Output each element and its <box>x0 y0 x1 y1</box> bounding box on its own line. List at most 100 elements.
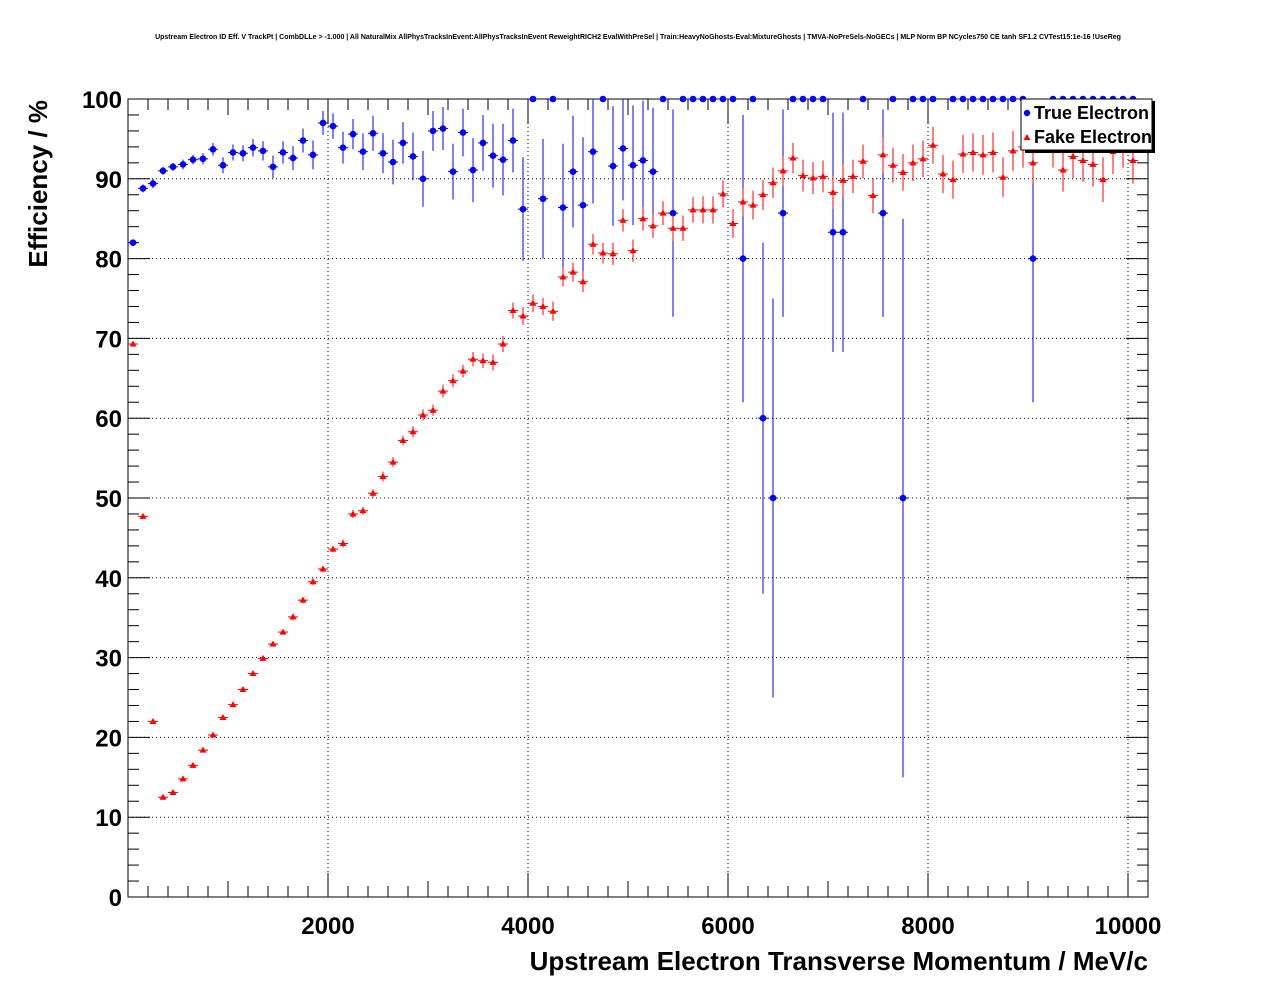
data-point <box>729 95 737 103</box>
legend-label-true-electron: True Electron <box>1034 103 1149 123</box>
legend: True Electron Fake Electron <box>1020 98 1155 153</box>
data-point <box>619 216 627 223</box>
data-point <box>439 387 447 394</box>
data-point <box>769 179 777 186</box>
data-point <box>239 686 247 693</box>
data-point <box>289 613 297 620</box>
data-point <box>799 95 807 103</box>
data-point <box>329 122 337 130</box>
data-point <box>749 95 757 103</box>
data-point <box>739 198 747 205</box>
data-point <box>649 168 657 175</box>
data-point <box>499 156 507 163</box>
grid-lines <box>128 99 1148 897</box>
data-point <box>989 148 997 155</box>
data-point <box>209 731 217 738</box>
data-point <box>599 95 607 103</box>
data-point <box>639 157 647 164</box>
data-point <box>809 95 817 103</box>
data-point <box>939 170 947 177</box>
data-point <box>959 150 967 157</box>
data-point <box>669 209 677 217</box>
data-point <box>929 95 937 103</box>
data-point <box>409 428 417 435</box>
data-point <box>549 307 557 314</box>
data-point <box>709 95 717 103</box>
data-point <box>709 206 717 213</box>
data-point <box>179 775 187 782</box>
data-point <box>199 746 207 753</box>
data-point <box>469 166 477 174</box>
data-point <box>169 788 177 795</box>
data-point <box>609 250 617 257</box>
data-point <box>449 377 457 384</box>
data-point <box>689 206 697 213</box>
data-point <box>339 144 347 151</box>
data-point <box>179 161 187 168</box>
data-point <box>419 411 427 418</box>
data-point <box>929 141 937 148</box>
data-point <box>319 565 327 572</box>
data-point <box>529 299 537 306</box>
data-point <box>489 152 497 159</box>
data-point <box>129 340 137 347</box>
data-point <box>499 340 507 347</box>
legend-label-fake-electron: Fake Electron <box>1034 127 1152 147</box>
data-point <box>659 209 667 216</box>
data-point <box>1129 156 1137 163</box>
data-point <box>849 172 857 179</box>
data-point <box>949 176 957 183</box>
y-tick-label: 0 <box>109 885 122 912</box>
tick-labels: 0 10 20 30 40 50 60 70 80 90 100 2000 4000 6000 8000 10… <box>82 87 1161 940</box>
data-point <box>159 793 167 800</box>
data-point <box>899 168 907 175</box>
data-point <box>139 185 147 192</box>
data-point <box>789 154 797 161</box>
data-point <box>809 174 817 181</box>
data-point <box>269 163 277 171</box>
data-point <box>819 95 827 103</box>
y-tick-label: 10 <box>95 805 122 832</box>
data-point <box>839 176 847 183</box>
data-point <box>319 119 327 127</box>
data-point <box>149 717 157 724</box>
data-point <box>169 163 177 171</box>
data-point <box>599 249 607 256</box>
data-point <box>589 148 597 155</box>
data-point <box>209 145 217 153</box>
data-point <box>349 510 357 517</box>
data-point <box>549 95 557 103</box>
axis-ticks <box>128 98 1148 898</box>
data-point <box>989 95 997 103</box>
y-tick-label: 70 <box>95 326 122 353</box>
data-point <box>519 312 527 319</box>
data-point <box>699 206 707 213</box>
data-point <box>459 367 467 374</box>
data-point <box>609 162 617 170</box>
data-point <box>229 149 237 156</box>
data-point <box>449 168 457 175</box>
data-point <box>269 640 277 647</box>
data-point <box>1009 147 1017 154</box>
y-tick-label: 50 <box>95 486 122 513</box>
data-point <box>1069 152 1077 159</box>
data-point <box>639 215 647 222</box>
x-tick-label: 2000 <box>301 913 354 940</box>
data-point <box>479 139 487 147</box>
data-point <box>889 95 897 103</box>
data-point <box>539 195 547 203</box>
data-point <box>949 95 957 103</box>
x-axis-title: Upstream Electron Transverse Momentum / … <box>530 946 1148 976</box>
data-point <box>589 240 597 247</box>
data-point <box>429 406 437 413</box>
data-point <box>1089 160 1097 167</box>
data-point <box>299 596 307 603</box>
data-point <box>399 437 407 444</box>
data-point <box>359 148 367 155</box>
data-point <box>379 472 387 479</box>
chart-title: Upstream Electron ID Eff. V TrackPt | Co… <box>155 34 1121 41</box>
data-point <box>739 255 747 262</box>
data-point <box>999 173 1007 180</box>
data-point <box>879 151 887 158</box>
data-point <box>249 144 257 151</box>
